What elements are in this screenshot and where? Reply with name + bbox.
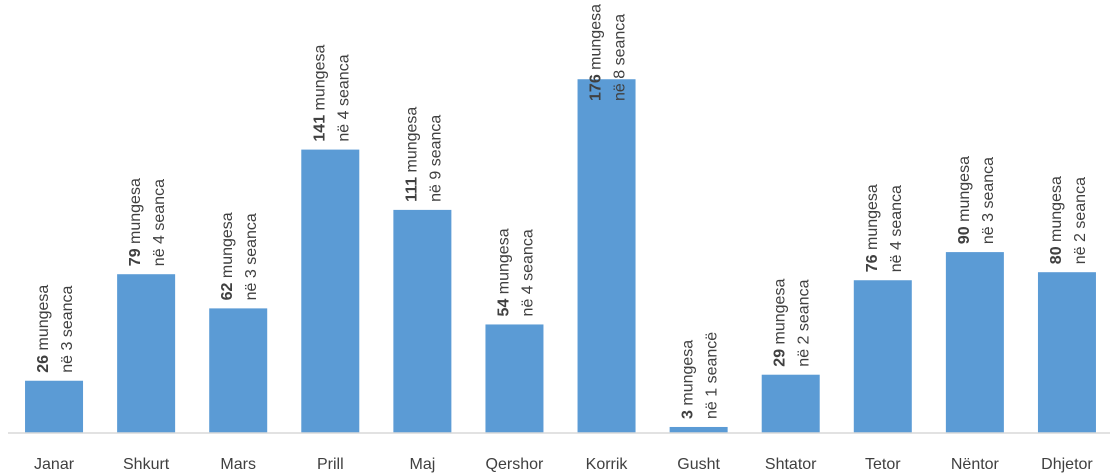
value-unit: mungesa (219, 212, 236, 282)
session-label: në 3 seanca (243, 213, 260, 300)
session-label: në 3 seanca (59, 285, 76, 372)
x-tick-label: Nëntor (951, 456, 1000, 473)
x-tick-label: Maj (409, 456, 435, 473)
session-label: në 4 seanca (151, 179, 168, 266)
x-tick-label: Dhjetor (1041, 456, 1093, 473)
bar (577, 79, 636, 434)
value-unit: mungesa (495, 228, 512, 298)
bar (301, 149, 360, 433)
value-label: 111 mungesa (403, 107, 420, 202)
value-unit: mungesa (588, 4, 605, 74)
value-unit: mungesa (680, 340, 697, 410)
x-tick-label: Shtator (765, 456, 817, 473)
value-number: 62 (219, 282, 236, 300)
value-unit: mungesa (403, 107, 420, 177)
value-number: 176 (588, 74, 605, 101)
value-number: 76 (864, 254, 881, 272)
x-tick-label: Mars (220, 456, 256, 473)
x-tick-label: Gusht (677, 456, 720, 473)
value-unit: mungesa (864, 184, 881, 254)
value-number: 79 (127, 248, 144, 266)
value-number: 3 (680, 410, 697, 419)
session-label: në 1 seancë (704, 332, 721, 419)
value-number: 141 (311, 115, 328, 142)
session-label: në 4 seanca (888, 185, 905, 272)
bar (761, 374, 820, 433)
value-label: 141 mungesa (311, 45, 328, 142)
value-unit: mungesa (772, 279, 789, 349)
value-label: 62 mungesa (219, 212, 236, 300)
value-number: 26 (35, 355, 52, 373)
value-unit: mungesa (311, 45, 328, 115)
bar (945, 252, 1004, 433)
value-label: 3 mungesa (680, 340, 697, 419)
session-label: në 8 seanca (612, 14, 629, 101)
value-unit: mungesa (956, 156, 973, 226)
bar (853, 280, 912, 433)
bar (669, 426, 728, 433)
value-label: 176 mungesa (588, 4, 605, 101)
x-tick-label: Janar (34, 456, 75, 473)
value-label: 54 mungesa (495, 228, 512, 316)
bar (1037, 272, 1096, 433)
session-label: në 4 seanca (335, 54, 352, 141)
session-label: në 2 seanca (1072, 177, 1089, 264)
x-tick-label: Shkurt (123, 456, 170, 473)
value-unit: mungesa (1048, 176, 1065, 246)
bar (25, 380, 84, 433)
value-label: 79 mungesa (127, 178, 144, 266)
x-tick-label: Tetor (865, 456, 901, 473)
session-label: në 4 seanca (519, 229, 536, 316)
value-label: 29 mungesa (772, 279, 789, 367)
value-unit: mungesa (35, 285, 52, 355)
session-label: në 2 seanca (796, 279, 813, 366)
value-number: 111 (403, 177, 420, 202)
bar (485, 324, 544, 433)
value-label: 76 mungesa (864, 184, 881, 272)
x-tick-label: Prill (317, 456, 344, 473)
x-tick-label: Qershor (486, 456, 544, 473)
value-number: 29 (772, 349, 789, 367)
value-number: 90 (956, 226, 973, 244)
value-label: 90 mungesa (956, 156, 973, 244)
value-number: 80 (1048, 246, 1065, 264)
value-label: 26 mungesa (35, 285, 52, 373)
value-label: 80 mungesa (1048, 176, 1065, 264)
bar (209, 308, 268, 433)
value-number: 54 (495, 299, 512, 317)
bar (393, 209, 452, 433)
bar (117, 274, 176, 433)
session-label: në 3 seanca (980, 157, 997, 244)
session-label: në 9 seanca (427, 115, 444, 202)
x-tick-label: Korrik (586, 456, 629, 473)
value-unit: mungesa (127, 178, 144, 248)
